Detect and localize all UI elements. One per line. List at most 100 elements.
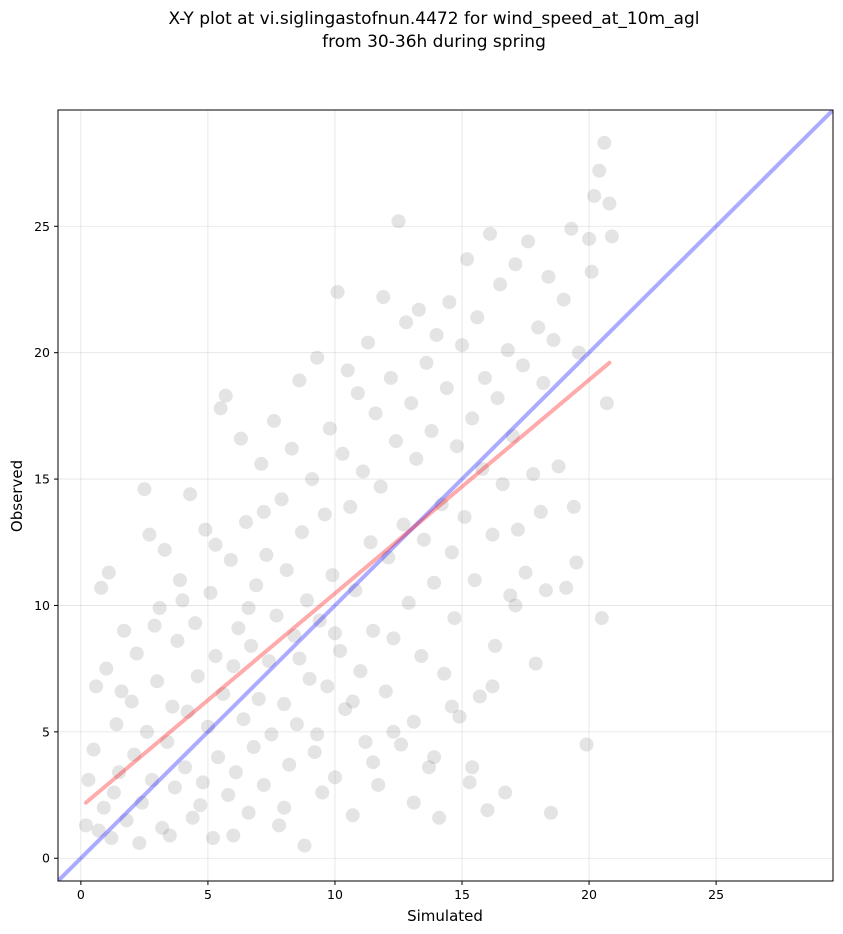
scatter-point <box>89 679 104 694</box>
scatter-point <box>500 343 515 358</box>
scatter-point <box>597 135 612 150</box>
scatter-point <box>259 547 274 562</box>
scatter-point <box>241 600 256 615</box>
scatter-point <box>465 411 480 426</box>
scatter-point <box>236 712 251 727</box>
scatter-point <box>350 386 365 401</box>
scatter-point <box>587 188 602 203</box>
identity-line <box>58 110 833 881</box>
scatter-point <box>317 507 332 522</box>
scatter-point <box>129 646 144 661</box>
scatter-point <box>127 747 142 762</box>
scatter-point <box>81 772 96 787</box>
scatter-point <box>228 765 243 780</box>
scatter-point <box>388 434 403 449</box>
scatter-point <box>152 600 167 615</box>
scatter-point <box>231 621 246 636</box>
scatter-point <box>86 742 101 757</box>
scatter-point <box>371 777 386 792</box>
scatter-point <box>150 674 165 689</box>
scatter-point <box>261 654 276 669</box>
scatter-point <box>119 813 134 828</box>
scatter-point <box>233 431 248 446</box>
scatter-point <box>142 527 157 542</box>
scatter-point <box>292 373 307 388</box>
scatter-point <box>452 709 467 724</box>
plot-frame <box>57 109 834 882</box>
scatter-point <box>223 552 238 567</box>
scatter-point <box>132 836 147 851</box>
y-axis-label: Observed <box>8 460 26 532</box>
scatter-point <box>338 702 353 717</box>
scatter-point <box>190 669 205 684</box>
scatter-point <box>208 649 223 664</box>
y-tick-label: 20 <box>34 345 50 360</box>
scatter-point <box>277 697 292 712</box>
scatter-point <box>193 798 208 813</box>
scatter-point <box>117 623 132 638</box>
x-tick-label: 0 <box>77 887 85 902</box>
scatter-point <box>195 775 210 790</box>
reference-lines <box>58 110 833 881</box>
scatter-point <box>180 704 195 719</box>
data-points <box>78 135 619 853</box>
scatter-point <box>226 828 241 843</box>
scatter-point <box>498 785 513 800</box>
y-tick-label: 5 <box>42 724 50 739</box>
scatter-point <box>300 593 315 608</box>
scatter-point <box>249 578 264 593</box>
scatter-point <box>472 689 487 704</box>
scatter-point <box>442 295 457 310</box>
scatter-point <box>460 252 475 267</box>
scatter-point <box>594 611 609 626</box>
scatter-point <box>363 535 378 550</box>
scatter-point <box>508 257 523 272</box>
scatter-point <box>221 788 236 803</box>
scatter-point <box>256 504 271 519</box>
scatter-point <box>287 628 302 643</box>
y-tick-label: 25 <box>34 219 50 234</box>
scatter-point <box>391 214 406 229</box>
scatter-point <box>264 727 279 742</box>
scatter-point <box>333 643 348 658</box>
y-tick-label: 10 <box>34 598 50 613</box>
y-tick-label: 15 <box>34 472 50 487</box>
scatter-point <box>396 517 411 532</box>
scatter-point <box>307 745 322 760</box>
y-tick-label: 0 <box>42 851 50 866</box>
scatter-point <box>409 451 424 466</box>
scatter-point <box>599 396 614 411</box>
scatter-point <box>551 459 566 474</box>
scatter-point <box>406 795 421 810</box>
scatter-point <box>327 626 342 641</box>
scatter-point <box>353 664 368 679</box>
scatter-point <box>419 355 434 370</box>
scatter-point <box>198 522 213 537</box>
scatter-point <box>282 757 297 772</box>
scatter-point <box>482 226 497 241</box>
scatter-point <box>427 750 442 765</box>
scatter-point <box>543 805 558 820</box>
scatter-point <box>94 580 109 595</box>
scatter-point <box>366 623 381 638</box>
scatter-point <box>211 750 226 765</box>
scatter-point <box>414 649 429 664</box>
scatter-point <box>376 290 391 305</box>
scatter-point <box>373 479 388 494</box>
scatter-point <box>536 376 551 391</box>
scatter-point <box>528 656 543 671</box>
scatter-point <box>345 694 360 709</box>
scatter-point <box>467 573 482 588</box>
x-axis-label: Simulated <box>407 907 483 925</box>
scatter-point <box>386 631 401 646</box>
scatter-point <box>531 320 546 335</box>
scatter-point <box>292 651 307 666</box>
scatter-point <box>571 345 586 360</box>
scatter-point <box>305 472 320 487</box>
scatter-point <box>279 563 294 578</box>
scatter-point <box>480 803 495 818</box>
scatter-point <box>213 401 228 416</box>
scatter-point <box>208 537 223 552</box>
scatter-point <box>546 333 561 348</box>
